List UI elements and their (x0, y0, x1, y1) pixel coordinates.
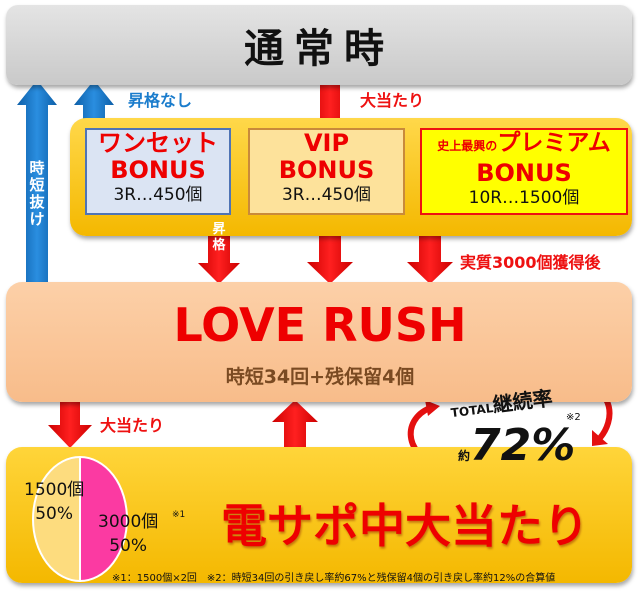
bonus-prefix: 史上最興の (437, 139, 498, 153)
pie-slice-3000 (79, 455, 128, 583)
jackpot-label-bottom: 大当たり (100, 416, 165, 435)
jitan-exit-label: 時短抜け (29, 159, 45, 228)
loop-arrow-right-head (592, 430, 608, 446)
no-upgrade-label: 昇格なし (128, 91, 193, 110)
back-to-rush-arrow (272, 400, 318, 448)
loop-arrow-left-head (425, 400, 440, 416)
pie-label-1500: 1500個 50% (24, 478, 84, 526)
bonus-title: プレミアム (497, 130, 611, 156)
continuation-value: 約72% (458, 420, 575, 471)
pie-slice-1500 (32, 455, 81, 583)
pie-3000-percent: 50% (109, 536, 148, 556)
densapo-title: 電サポ中大当たり (221, 499, 589, 553)
love-rush-box (6, 282, 632, 402)
upgrade-label: 昇格 (212, 222, 226, 253)
note-mark-1: ※1 (172, 510, 186, 520)
approx-label: 約 (458, 449, 471, 463)
bonus-detail: 10R…1500個 (468, 188, 580, 208)
bonus-detail: 3R…450個 (281, 185, 372, 205)
note-mark-2: ※2 (566, 412, 581, 423)
vip-to-rush-arrow (307, 215, 353, 284)
premium-to-rush-arrow (407, 215, 453, 284)
one-set-bonus-box: ワンセット BONUS 3R…450個 (85, 128, 231, 215)
pie-1500-count: 1500個 (24, 480, 85, 500)
normal-state-bar: 通常時 (6, 5, 632, 85)
love-rush-subtitle: 時短34回+残保留4個 (225, 366, 415, 388)
pie-1500-percent: 50% (35, 504, 74, 524)
pie-label-3000: 3000個 50% (98, 510, 158, 558)
vip-bonus-box: VIP BONUS 3R…450個 (248, 128, 405, 215)
bonus-title: ワンセット (98, 129, 218, 157)
after-3000-label: 実質3000個獲得後 (460, 253, 601, 272)
jackpot-label-top: 大当たり (360, 91, 425, 110)
premium-bonus-box: 史上最興のプレミアム BONUS 10R…1500個 (420, 128, 628, 215)
rate-value: 72% (470, 420, 576, 471)
bonus-title-2: BONUS (110, 156, 206, 184)
jitan-exit-arrow (17, 80, 57, 282)
pie-3000-count: 3000個 (98, 512, 159, 532)
no-upgrade-arrow (74, 80, 114, 130)
bonus-title-2: BONUS (278, 156, 375, 184)
love-rush-title: LOVE RUSH (173, 298, 467, 352)
bonus-title-2: BONUS (476, 159, 572, 187)
footnote: ※1：1500個×2回 ※2：時短34回の引き戻し率約67%と残保留4個の引き戻… (112, 573, 556, 584)
bonus-detail: 3R…450個 (113, 185, 203, 205)
bonus-title: VIP (303, 129, 350, 157)
rush-jackpot-arrow (48, 400, 92, 448)
